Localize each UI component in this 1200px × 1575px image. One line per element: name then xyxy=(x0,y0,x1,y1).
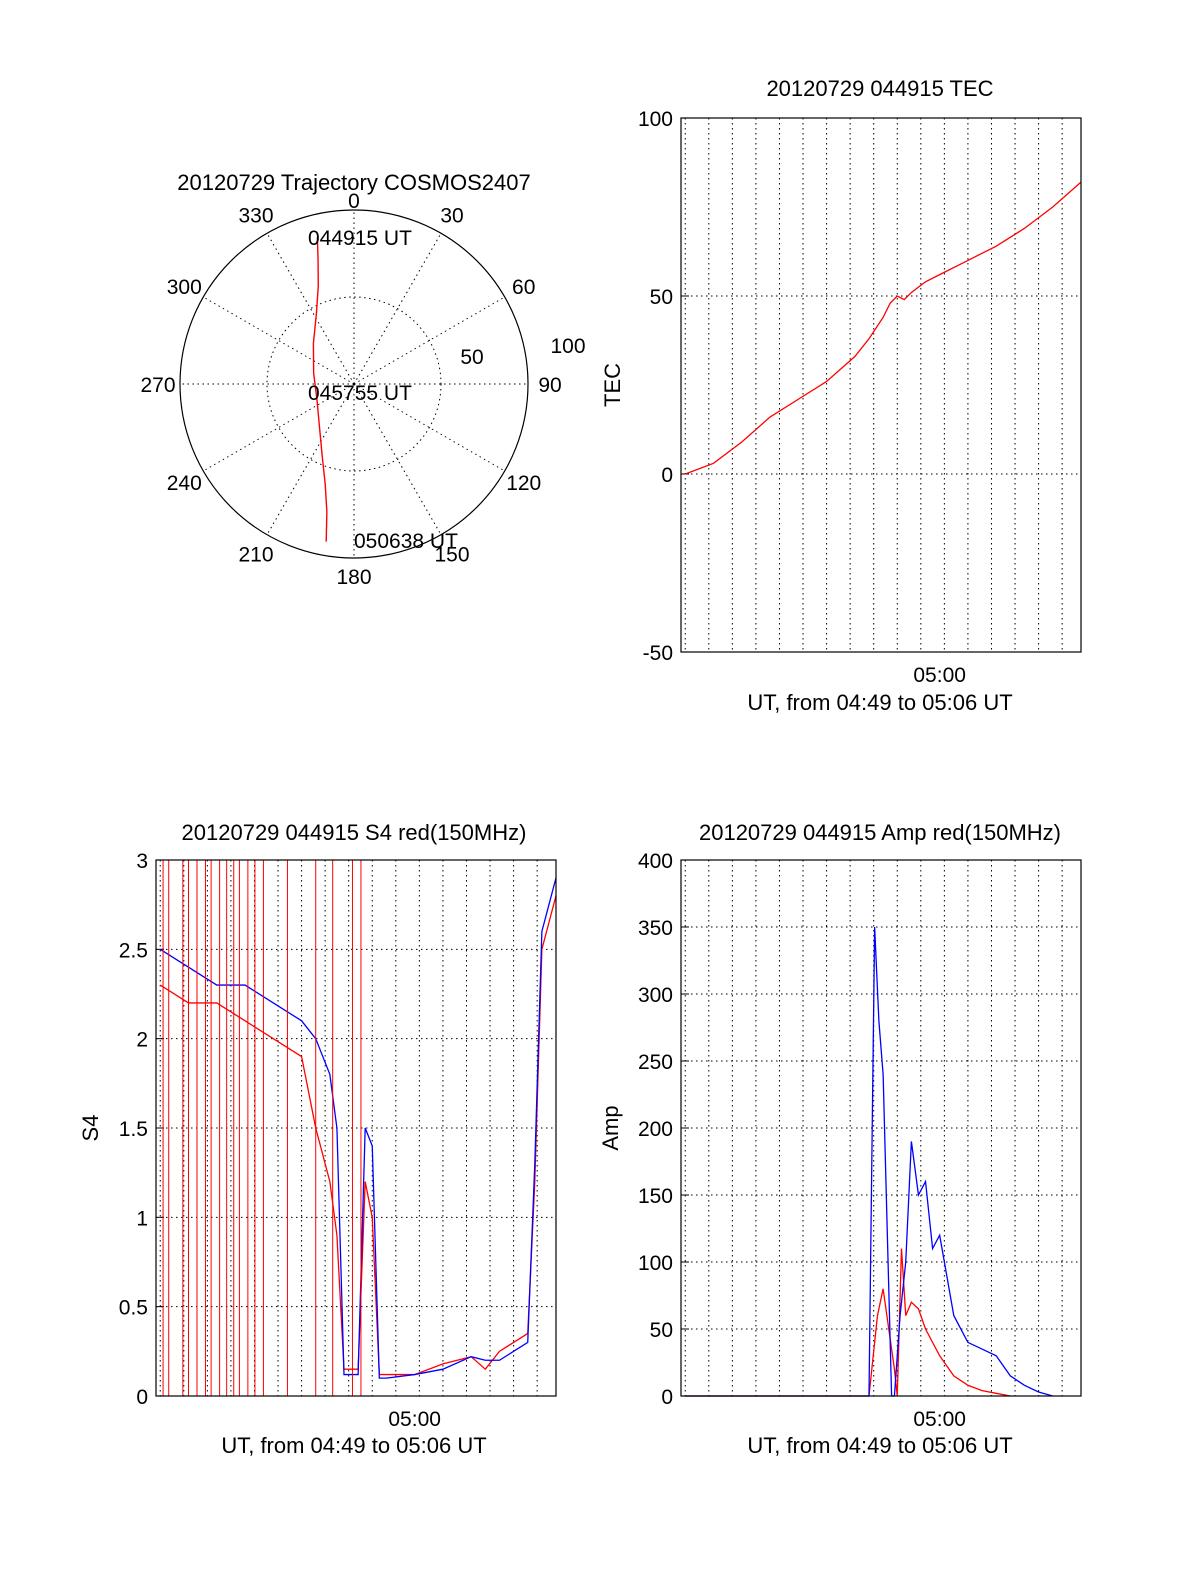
s4-ylabel: S4 xyxy=(78,1115,103,1142)
amp-panel: 20120729 044915 Amp red(150MHz) Amp UT, … xyxy=(598,820,1082,1458)
tec-panel: 20120729 044915 TEC TEC UT, from 04:49 t… xyxy=(600,76,1082,715)
y-tick-label: 100 xyxy=(638,1252,673,1275)
polar-angle-label: 240 xyxy=(167,472,202,495)
polar-spoke xyxy=(203,296,355,385)
polar-angle-label: 210 xyxy=(238,544,273,567)
plot-frame xyxy=(155,859,557,1397)
y-tick-label: 100 xyxy=(638,108,673,131)
track-label-end: 050638 UT xyxy=(354,530,458,553)
polar-outer-circle xyxy=(179,209,529,559)
tec-xlabel: UT, from 04:49 to 05:06 UT xyxy=(747,690,1012,715)
polar-spoke xyxy=(266,383,355,535)
plot-frame xyxy=(680,859,1082,1397)
polar-angle-label: 0 xyxy=(348,190,360,213)
plot-frame xyxy=(680,117,1082,653)
x-tick-label: 05:00 xyxy=(388,1408,441,1431)
y-tick-label: 2 xyxy=(136,1029,148,1052)
y-tick-label: 0.5 xyxy=(119,1297,148,1320)
series-line-red xyxy=(685,1248,1011,1397)
polar-spoke xyxy=(353,296,505,385)
series-line-red xyxy=(685,181,1082,475)
y-tick-label: -50 xyxy=(643,642,673,665)
y-tick-label: 1.5 xyxy=(119,1118,148,1141)
polar-spoke xyxy=(266,233,355,385)
polar-grid-circle xyxy=(266,296,442,472)
y-tick-label: 1 xyxy=(136,1207,148,1230)
y-tick-label: 50 xyxy=(650,1319,673,1342)
amp-ylabel: Amp xyxy=(598,1105,623,1150)
polar-angle-label: 90 xyxy=(538,374,561,397)
track-label-start: 044915 UT xyxy=(308,227,412,250)
y-tick-label: 200 xyxy=(638,1118,673,1141)
y-tick-label: 0 xyxy=(661,464,673,487)
s4-panel: 20120729 044915 S4 red(150MHz) S4 UT, fr… xyxy=(78,820,557,1458)
trajectory-title: 20120729 Trajectory COSMOS2407 xyxy=(177,170,530,195)
track-label-mid: 045755 UT xyxy=(308,382,412,405)
trajectory-line xyxy=(312,237,328,542)
y-tick-label: 250 xyxy=(638,1051,673,1074)
y-tick-label: 300 xyxy=(638,984,673,1007)
polar-angle-label: 300 xyxy=(167,276,202,299)
y-tick-label: 3 xyxy=(136,850,148,873)
y-tick-label: 150 xyxy=(638,1185,673,1208)
polar-angle-label: 150 xyxy=(434,544,469,567)
y-tick-label: 400 xyxy=(638,850,673,873)
x-tick-label: 05:00 xyxy=(913,664,966,687)
y-tick-label: 2.5 xyxy=(119,939,148,962)
polar-spoke xyxy=(353,233,442,385)
polar-spoke xyxy=(203,383,355,472)
polar-spoke xyxy=(353,383,505,472)
amp-xlabel: UT, from 04:49 to 05:06 UT xyxy=(747,1433,1012,1458)
polar-angle-label: 60 xyxy=(512,276,535,299)
series-line-red xyxy=(159,895,557,1376)
y-tick-label: 50 xyxy=(650,286,673,309)
y-tick-label: 0 xyxy=(136,1386,148,1409)
s4-xlabel: UT, from 04:49 to 05:06 UT xyxy=(221,1433,486,1458)
trajectory-panel: 20120729 Trajectory COSMOS2407 0 30 60 90 12… xyxy=(140,170,585,589)
polar-radial-label: 100 xyxy=(550,335,585,358)
tec-ylabel: TEC xyxy=(600,363,625,407)
amp-title: 20120729 044915 Amp red(150MHz) xyxy=(699,820,1061,845)
polar-angle-label: 30 xyxy=(440,204,463,227)
x-tick-label: 05:00 xyxy=(913,1408,966,1431)
series-line-blue xyxy=(159,877,557,1379)
polar-angle-label: 120 xyxy=(506,472,541,495)
polar-angle-label: 270 xyxy=(140,374,175,397)
y-tick-label: 350 xyxy=(638,917,673,940)
tec-title: 20120729 044915 TEC xyxy=(766,76,993,101)
polar-radial-label: 50 xyxy=(460,346,483,369)
y-tick-label: 0 xyxy=(661,1386,673,1409)
series-line-blue xyxy=(685,926,1053,1397)
polar-spoke xyxy=(353,383,442,535)
polar-angle-label: 180 xyxy=(336,566,371,589)
polar-angle-label: 330 xyxy=(238,204,273,227)
s4-title: 20120729 044915 S4 red(150MHz) xyxy=(182,820,527,845)
